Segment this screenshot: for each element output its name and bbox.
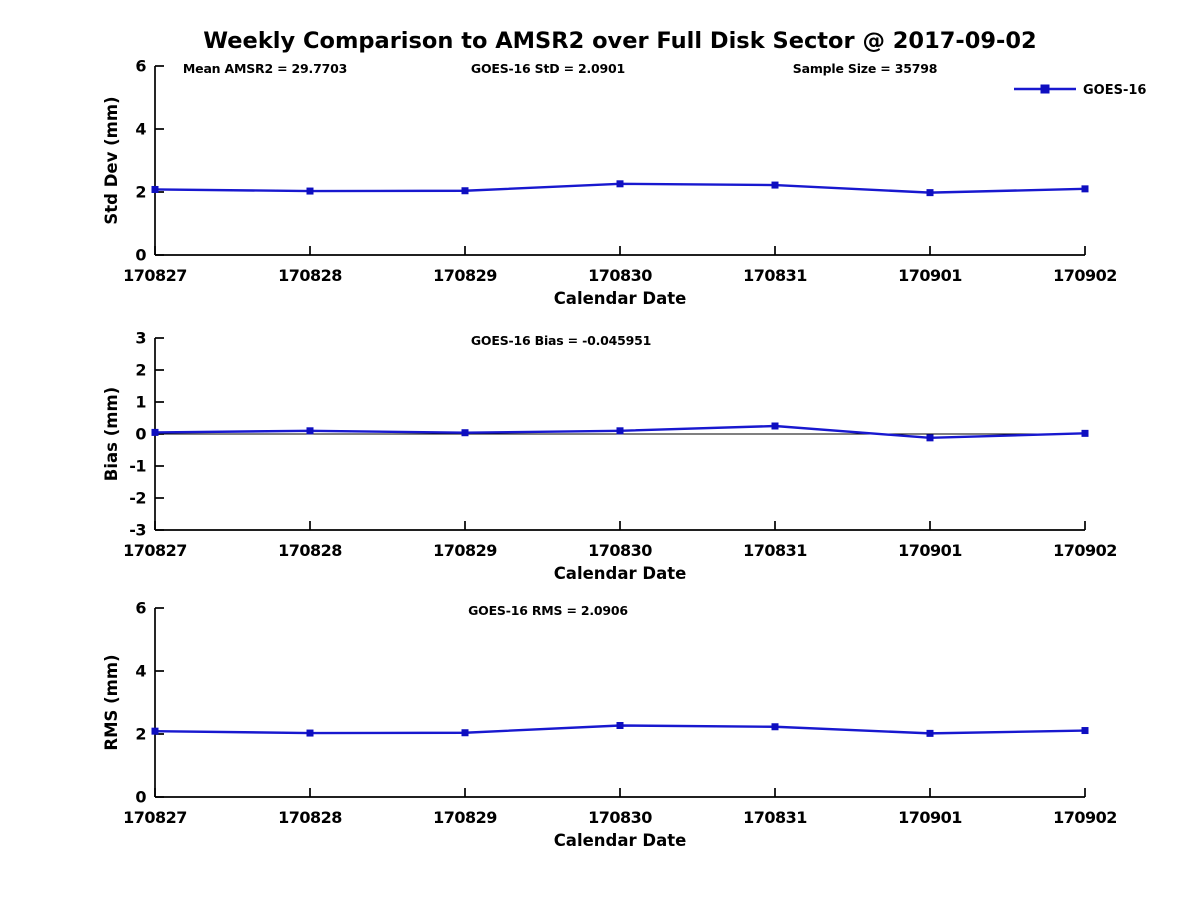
data-point <box>1081 185 1089 193</box>
y-tick-label: -1 <box>129 457 146 476</box>
annotation-text: Mean AMSR2 = 29.7703 <box>183 61 347 76</box>
x-tick-label: 170831 <box>743 808 807 827</box>
data-point <box>1081 727 1089 735</box>
legend-marker-sample <box>1040 84 1050 94</box>
x-tick-label: 170828 <box>278 808 342 827</box>
x-tick-label: 170901 <box>898 808 962 827</box>
data-point <box>151 185 159 193</box>
annotation-text: GOES-16 RMS = 2.0906 <box>468 603 628 618</box>
data-point <box>461 729 469 737</box>
x-tick-label: 170831 <box>743 541 807 560</box>
data-point <box>461 429 469 437</box>
subplot-bias: -3 -2 -1 0 1 2 3 170827 170828 170829 170830 170831… <box>102 329 1117 584</box>
data-point <box>616 427 624 435</box>
x-tick-label: 170902 <box>1053 808 1117 827</box>
annotation-text: GOES-16 StD = 2.0901 <box>471 61 625 76</box>
data-point <box>306 187 314 195</box>
y-tick-label: 2 <box>135 183 146 202</box>
y-tick-label: -3 <box>129 521 146 540</box>
x-tick-label: 170901 <box>898 266 962 285</box>
data-point <box>616 721 624 729</box>
y-tick-label: 0 <box>135 425 146 444</box>
legend-label: GOES-16 <box>1083 83 1146 98</box>
legend: GOES-16 <box>1014 83 1146 98</box>
x-tick-label: 170828 <box>278 541 342 560</box>
data-point <box>151 727 159 735</box>
x-axis-label: Calendar Date <box>554 831 687 850</box>
data-point <box>1081 429 1089 437</box>
data-point <box>771 181 779 189</box>
y-tick-label: 6 <box>135 57 146 76</box>
y-axis-label: RMS (mm) <box>102 654 121 750</box>
x-tick-label: 170902 <box>1053 266 1117 285</box>
y-tick-label: 0 <box>135 246 146 265</box>
x-tick-label: 170831 <box>743 266 807 285</box>
y-tick-label: 2 <box>135 725 146 744</box>
data-point <box>151 428 159 436</box>
x-tick-label: 170830 <box>588 266 652 285</box>
data-point <box>306 427 314 435</box>
data-point <box>926 434 934 442</box>
x-tick-label: 170827 <box>123 808 187 827</box>
x-tick-label: 170827 <box>123 541 187 560</box>
x-tick-label: 170902 <box>1053 541 1117 560</box>
x-tick-label: 170827 <box>123 266 187 285</box>
data-point <box>771 723 779 731</box>
data-point <box>771 422 779 430</box>
y-axis-label: Bias (mm) <box>102 387 121 481</box>
y-tick-label: -2 <box>129 489 146 508</box>
x-tick-label: 170829 <box>433 266 497 285</box>
y-tick-label: 1 <box>135 393 146 412</box>
x-axis-label: Calendar Date <box>554 289 687 308</box>
x-tick-label: 170901 <box>898 541 962 560</box>
x-tick-label: 170830 <box>588 541 652 560</box>
data-point <box>306 729 314 737</box>
x-axis-label: Calendar Date <box>554 564 687 583</box>
figure-title: Weekly Comparison to AMSR2 over Full Dis… <box>203 28 1037 54</box>
y-tick-label: 4 <box>135 662 146 681</box>
y-tick-label: 2 <box>135 361 146 380</box>
annotation-text: Sample Size = 35798 <box>793 61 937 76</box>
x-tick-label: 170829 <box>433 541 497 560</box>
x-tick-label: 170828 <box>278 266 342 285</box>
data-point <box>926 189 934 197</box>
data-point <box>461 187 469 195</box>
y-tick-label: 3 <box>135 329 146 348</box>
x-tick-label: 170830 <box>588 808 652 827</box>
x-tick-label: 170829 <box>433 808 497 827</box>
subplot-rms: 0 2 4 6 170827 170828 170829 170830 170831 170901… <box>102 599 1117 851</box>
data-point <box>926 729 934 737</box>
y-tick-label: 6 <box>135 599 146 618</box>
data-point <box>616 180 624 188</box>
y-tick-label: 0 <box>135 788 146 807</box>
y-axis-label: Std Dev (mm) <box>102 96 121 224</box>
annotation-text: GOES-16 Bias = -0.045951 <box>471 333 651 348</box>
subplot-std-dev: 0 2 4 6 170827 170828 170829 170830 170831 170901… <box>102 57 1146 309</box>
y-tick-label: 4 <box>135 120 146 139</box>
